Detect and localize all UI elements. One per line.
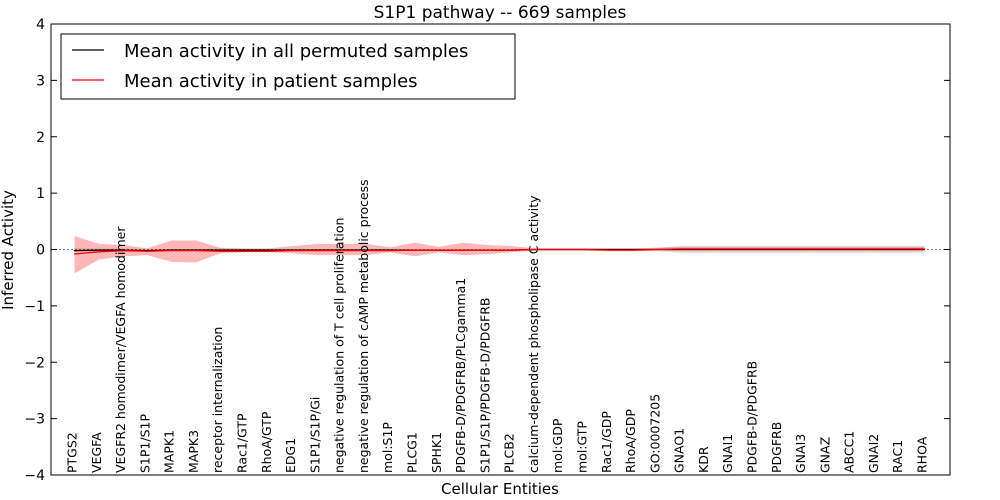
category-label-16: PDGFB-D/PDGFRB/PLCgamma1: [453, 278, 468, 473]
point-s1-4: [171, 250, 173, 252]
category-label-17: S1P1/S1P/PDGFB-D/PDGFRB: [477, 298, 492, 474]
category-label-33: GNAI2: [866, 434, 881, 473]
point-s1-20: [559, 248, 561, 251]
y-tick-label-5: 1: [36, 186, 45, 202]
category-label-14: PLCG1: [405, 432, 420, 473]
point-s1-15: [438, 249, 440, 251]
point-s1-22: [608, 249, 610, 251]
point-s0-6: [219, 249, 221, 251]
category-label-0: PTGS2: [65, 432, 80, 473]
category-label-4: MAPK1: [162, 430, 177, 473]
y-tick-label-7: 3: [36, 73, 45, 89]
category-label-5: MAPK3: [186, 430, 201, 473]
point-s1-26: [705, 248, 707, 250]
point-s1-30: [802, 248, 804, 250]
point-s1-19: [535, 248, 537, 251]
point-s1-3: [146, 250, 148, 252]
category-label-35: RHOA: [915, 436, 930, 473]
point-s1-14: [413, 249, 416, 251]
point-s0-1: [98, 249, 100, 251]
category-label-1: VEGFA: [89, 432, 104, 473]
point-s1-8: [268, 250, 270, 252]
category-label-13: mol:S1P: [380, 422, 395, 473]
category-label-27: GNAI1: [720, 434, 735, 473]
point-s1-2: [122, 250, 124, 252]
y-axis-title: Inferred Activity: [0, 190, 17, 310]
point-s0-0: [73, 250, 76, 252]
point-s1-13: [389, 250, 391, 252]
category-label-22: Rac1/GDP: [599, 411, 614, 473]
category-label-32: ABCC1: [842, 431, 857, 473]
category-label-9: EDG1: [283, 438, 298, 473]
legend-box: [60, 33, 516, 100]
point-s1-32: [851, 248, 853, 250]
point-s1-9: [292, 250, 294, 252]
point-s1-34: [899, 248, 901, 250]
legend-label-patient: Mean activity in patient samples: [124, 71, 418, 92]
category-label-19: calcium-dependent phospholipase C activi…: [526, 195, 541, 473]
plot-content: [51, 236, 950, 274]
point-s1-29: [778, 248, 780, 250]
category-label-11: negative regulation of T cell proliferat…: [332, 218, 347, 473]
point-s1-23: [632, 249, 634, 251]
category-label-31: GNAZ: [817, 437, 832, 473]
x-axis-title: Cellular Entities: [441, 480, 559, 498]
category-label-6: receptor internalization: [210, 327, 225, 473]
point-s1-21: [583, 248, 586, 251]
point-s1-27: [729, 248, 731, 250]
y-tick-label-3: −1: [24, 299, 45, 315]
point-s1-18: [511, 249, 513, 251]
y-axis: −4 −3 −2 −1 0 1 2 3 4: [24, 17, 950, 484]
point-s1-35: [923, 248, 926, 250]
category-label-28: PDGFB-D/PDGFRB: [745, 361, 760, 473]
point-s1-10: [316, 250, 318, 252]
point-s1-31: [826, 248, 828, 250]
category-label-20: mol:GDP: [550, 418, 565, 473]
y-tick-label-1: −3: [24, 412, 45, 428]
series-line-1: [74, 248, 925, 255]
point-s0-7: [243, 249, 246, 251]
point-s1-0: [73, 253, 76, 255]
point-s1-17: [486, 249, 488, 251]
point-s1-16: [462, 249, 464, 251]
point-s1-1: [98, 251, 100, 253]
point-s1-33: [875, 248, 877, 250]
category-label-30: GNAI3: [793, 434, 808, 473]
chart-title: S1P1 pathway -- 669 samples: [374, 3, 627, 23]
point-s1-5: [195, 250, 197, 252]
point-s1-28: [753, 248, 756, 250]
category-label-3: S1P1/S1P: [137, 414, 152, 473]
category-label-10: S1P1/S1P/Gi: [307, 397, 322, 473]
point-s1-7: [243, 250, 246, 252]
legend-label-permuted: Mean activity in all permuted samples: [124, 41, 468, 62]
point-s1-24: [656, 248, 658, 251]
category-label-7: Rac1/GTP: [235, 413, 250, 473]
point-s1-25: [681, 248, 683, 250]
category-label-24: GO:0007205: [647, 394, 662, 473]
category-label-25: GNAO1: [672, 428, 687, 473]
point-s1-11: [341, 250, 343, 252]
legend: Mean activity in all permuted samples Me…: [60, 33, 516, 100]
y-tick-label-6: 2: [36, 130, 45, 146]
point-s0-8: [268, 249, 270, 251]
category-label-15: SPHK1: [429, 432, 444, 473]
category-label-26: KDR: [696, 446, 711, 473]
category-labels: PTGS2 VEGFA VEGFR2 homodimer/VEGFA homodim…: [65, 179, 930, 473]
category-label-8: RhoA/GTP: [259, 411, 274, 473]
category-label-18: PLCB2: [502, 433, 517, 473]
category-label-21: mol:GTP: [575, 421, 590, 473]
category-label-2: VEGFR2 homodimer/VEGFA homodimer: [113, 226, 128, 473]
y-tick-label-2: −2: [24, 355, 45, 371]
category-label-29: PDGFRB: [769, 422, 784, 473]
y-tick-label-8: 4: [36, 17, 45, 33]
category-label-23: RhoA/GDP: [623, 409, 638, 473]
category-label-12: negative regulation of cAMP metabolic pr…: [356, 179, 371, 473]
band-series-1: [74, 236, 925, 274]
category-label-34: RAC1: [890, 440, 905, 473]
point-s1-12: [365, 250, 367, 252]
y-tick-label-4: 0: [36, 243, 45, 259]
point-s1-6: [219, 250, 221, 252]
y-tick-label-0: −4: [24, 468, 45, 484]
